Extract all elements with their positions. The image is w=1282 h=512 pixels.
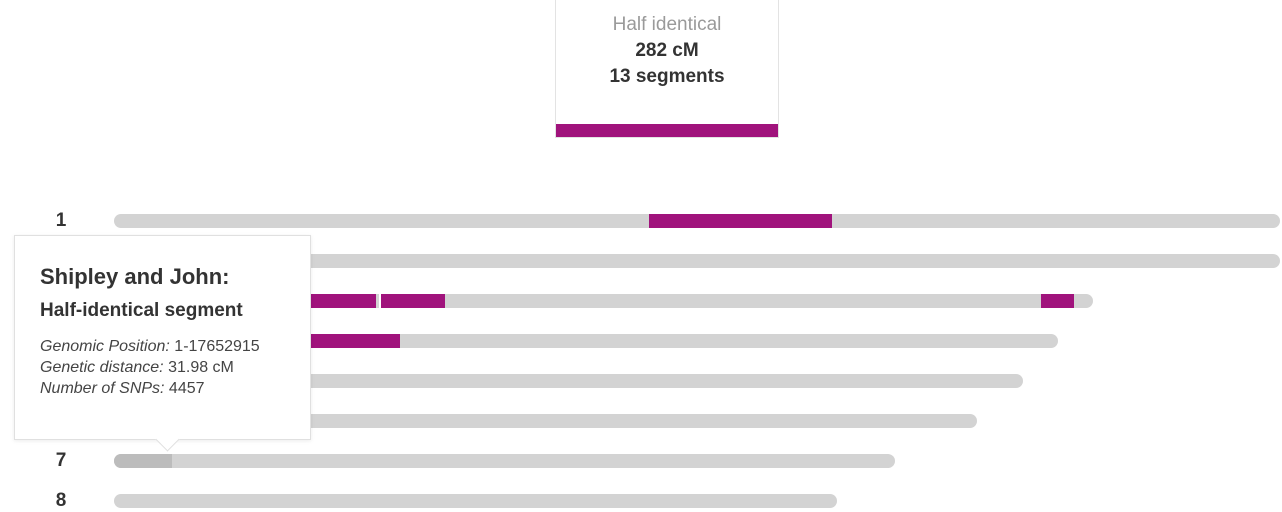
tooltip-key: Number of SNPs: [40, 380, 165, 397]
tooltip-pointer [155, 427, 180, 452]
tooltip-value: 1-17652915 [169, 338, 260, 355]
tooltip-key: Genetic distance: [40, 359, 164, 376]
chromosome-label: 1 [55, 210, 67, 231]
hovered-region [114, 454, 172, 468]
half-identical-segment[interactable] [311, 334, 400, 348]
tooltip-key: Genomic Position: [40, 338, 170, 355]
tooltip-row-genomic-position: Genomic Position: 1-17652915 [40, 336, 260, 357]
half-identical-segment[interactable] [311, 294, 376, 308]
half-identical-segment[interactable] [379, 294, 445, 308]
summary-segment-count: 13 segments [609, 66, 725, 87]
chromosome-track[interactable] [114, 254, 1280, 268]
chromosome-track[interactable] [114, 334, 1058, 348]
chromosome-track[interactable] [114, 454, 895, 468]
chromosome-label: 7 [55, 450, 67, 471]
chromosome-track[interactable] [114, 214, 1280, 228]
tooltip-row-snp-count: Number of SNPs: 4457 [40, 378, 205, 399]
tooltip-title: Shipley and John: [40, 264, 230, 289]
chromosome-track[interactable] [114, 294, 1093, 308]
tooltip-subtitle: Half-identical segment [40, 300, 243, 321]
tooltip-row-genetic-distance: Genetic distance: 31.98 cM [40, 357, 234, 378]
tooltip-value: 4457 [164, 380, 205, 397]
half-identical-swatch [556, 124, 778, 137]
chromosome-label: 8 [55, 490, 67, 511]
chromosome-track[interactable] [114, 494, 837, 508]
tooltip-value: 31.98 cM [163, 359, 234, 376]
chromosome-track[interactable] [114, 414, 977, 428]
half-identical-segment[interactable] [1041, 294, 1074, 308]
half-identical-segment[interactable] [649, 214, 832, 228]
summary-card: Half identical 282 cM 13 segments [555, 0, 779, 138]
summary-label: Half identical [612, 14, 722, 35]
chromosome-track[interactable] [114, 374, 1023, 388]
segment-tooltip: Shipley and John: Half-identical segment… [14, 235, 311, 452]
summary-total-cm: 282 cM [635, 40, 699, 61]
